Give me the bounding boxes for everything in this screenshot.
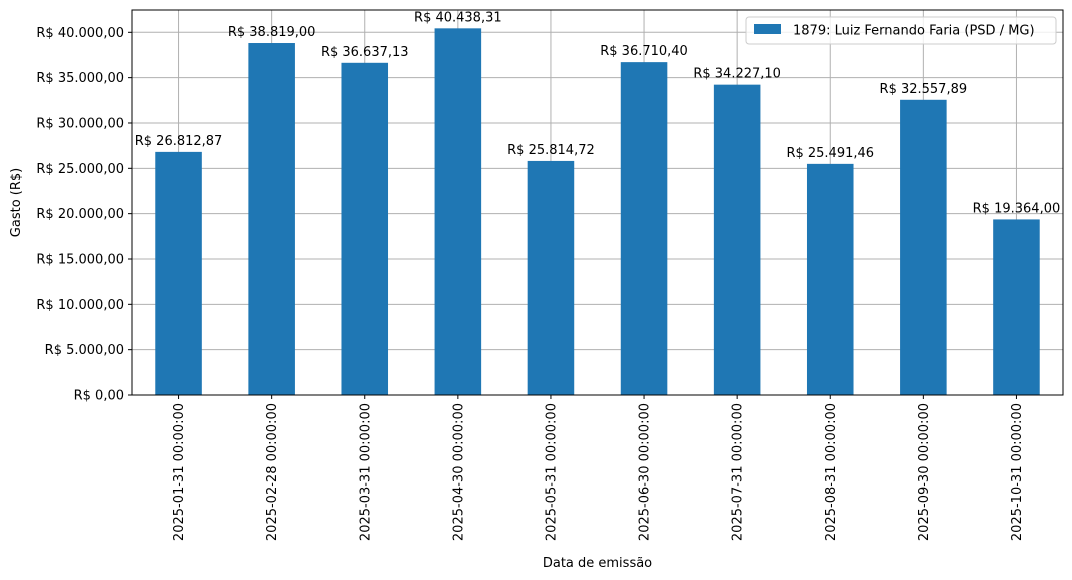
bar-value-label: R$ 36.710,40	[600, 44, 688, 59]
y-tick-label: R$ 25.000,00	[36, 162, 124, 177]
y-tick-label: R$ 40.000,00	[36, 26, 124, 41]
y-tick-label: R$ 15.000,00	[36, 252, 124, 267]
legend-label: 1879: Luiz Fernando Faria (PSD / MG)	[793, 24, 1035, 39]
plot-frame	[131, 9, 1064, 396]
bar	[248, 43, 295, 396]
x-tick-label: 2025-05-31 00:00:00	[544, 403, 559, 541]
y-tick-label: R$ 20.000,00	[36, 207, 124, 222]
bar	[900, 99, 947, 396]
bar-value-labels: R$ 26.812,87 R$ 38.819,00 R$ 36.637,13 R$ 4…	[135, 10, 1061, 216]
bar-value-label: R$ 38.819,00	[228, 25, 316, 40]
y-tick-label: R$ 10.000,00	[36, 298, 124, 313]
y-axis-title: Gasto (R$)	[9, 168, 24, 237]
bar	[806, 163, 854, 395]
bar	[527, 160, 575, 395]
x-tick-label: 2025-10-31 00:00:00	[1010, 403, 1025, 541]
x-tick-label: 2025-03-31 00:00:00	[358, 403, 373, 541]
x-tick-label: 2025-06-30 00:00:00	[638, 403, 653, 541]
bar-value-label: R$ 25.491,46	[786, 146, 874, 161]
bar-value-label: R$ 32.557,89	[880, 82, 968, 97]
x-tick-label: 2025-04-30 00:00:00	[451, 403, 466, 541]
legend: 1879: Luiz Fernando Faria (PSD / MG)	[745, 16, 1057, 45]
x-tick-label: 2025-08-31 00:00:00	[824, 403, 839, 541]
legend-box	[745, 16, 1057, 45]
y-axis-ticks: R$ 0,00 R$ 5.000,00 R$ 10.000,00 R$ 15.000,…	[36, 26, 132, 404]
y-tick-label: R$ 0,00	[74, 389, 124, 404]
bar	[434, 28, 482, 396]
x-tick-label: 2025-09-30 00:00:00	[917, 403, 932, 541]
bar-value-label: R$ 40.438,31	[414, 10, 502, 25]
bar-value-label: R$ 34.227,10	[693, 67, 781, 82]
bar-value-label: R$ 25.814,72	[507, 143, 595, 158]
x-tick-label: 2025-02-28 00:00:00	[265, 403, 280, 541]
x-tick-label: 2025-07-31 00:00:00	[731, 403, 746, 541]
legend-swatch	[754, 24, 781, 34]
bar	[713, 84, 761, 396]
x-axis-title: Data de emissão	[543, 556, 652, 571]
bar-value-label: R$ 19.364,00	[973, 201, 1061, 216]
x-axis-ticks: 2025-01-31 00:00:00 2025-02-28 00:00:00 20…	[172, 395, 1025, 541]
y-tick-label: R$ 30.000,00	[36, 116, 124, 131]
bar	[620, 62, 668, 395]
bar-value-label: R$ 26.812,87	[135, 134, 223, 149]
bars	[155, 28, 1040, 396]
y-tick-label: R$ 5.000,00	[45, 343, 124, 358]
y-tick-label: R$ 35.000,00	[36, 71, 124, 86]
bar	[155, 151, 202, 395]
x-tick-label: 2025-01-31 00:00:00	[172, 403, 187, 541]
bar	[341, 62, 389, 395]
bar-value-label: R$ 36.637,13	[321, 45, 409, 60]
bar	[993, 219, 1040, 395]
